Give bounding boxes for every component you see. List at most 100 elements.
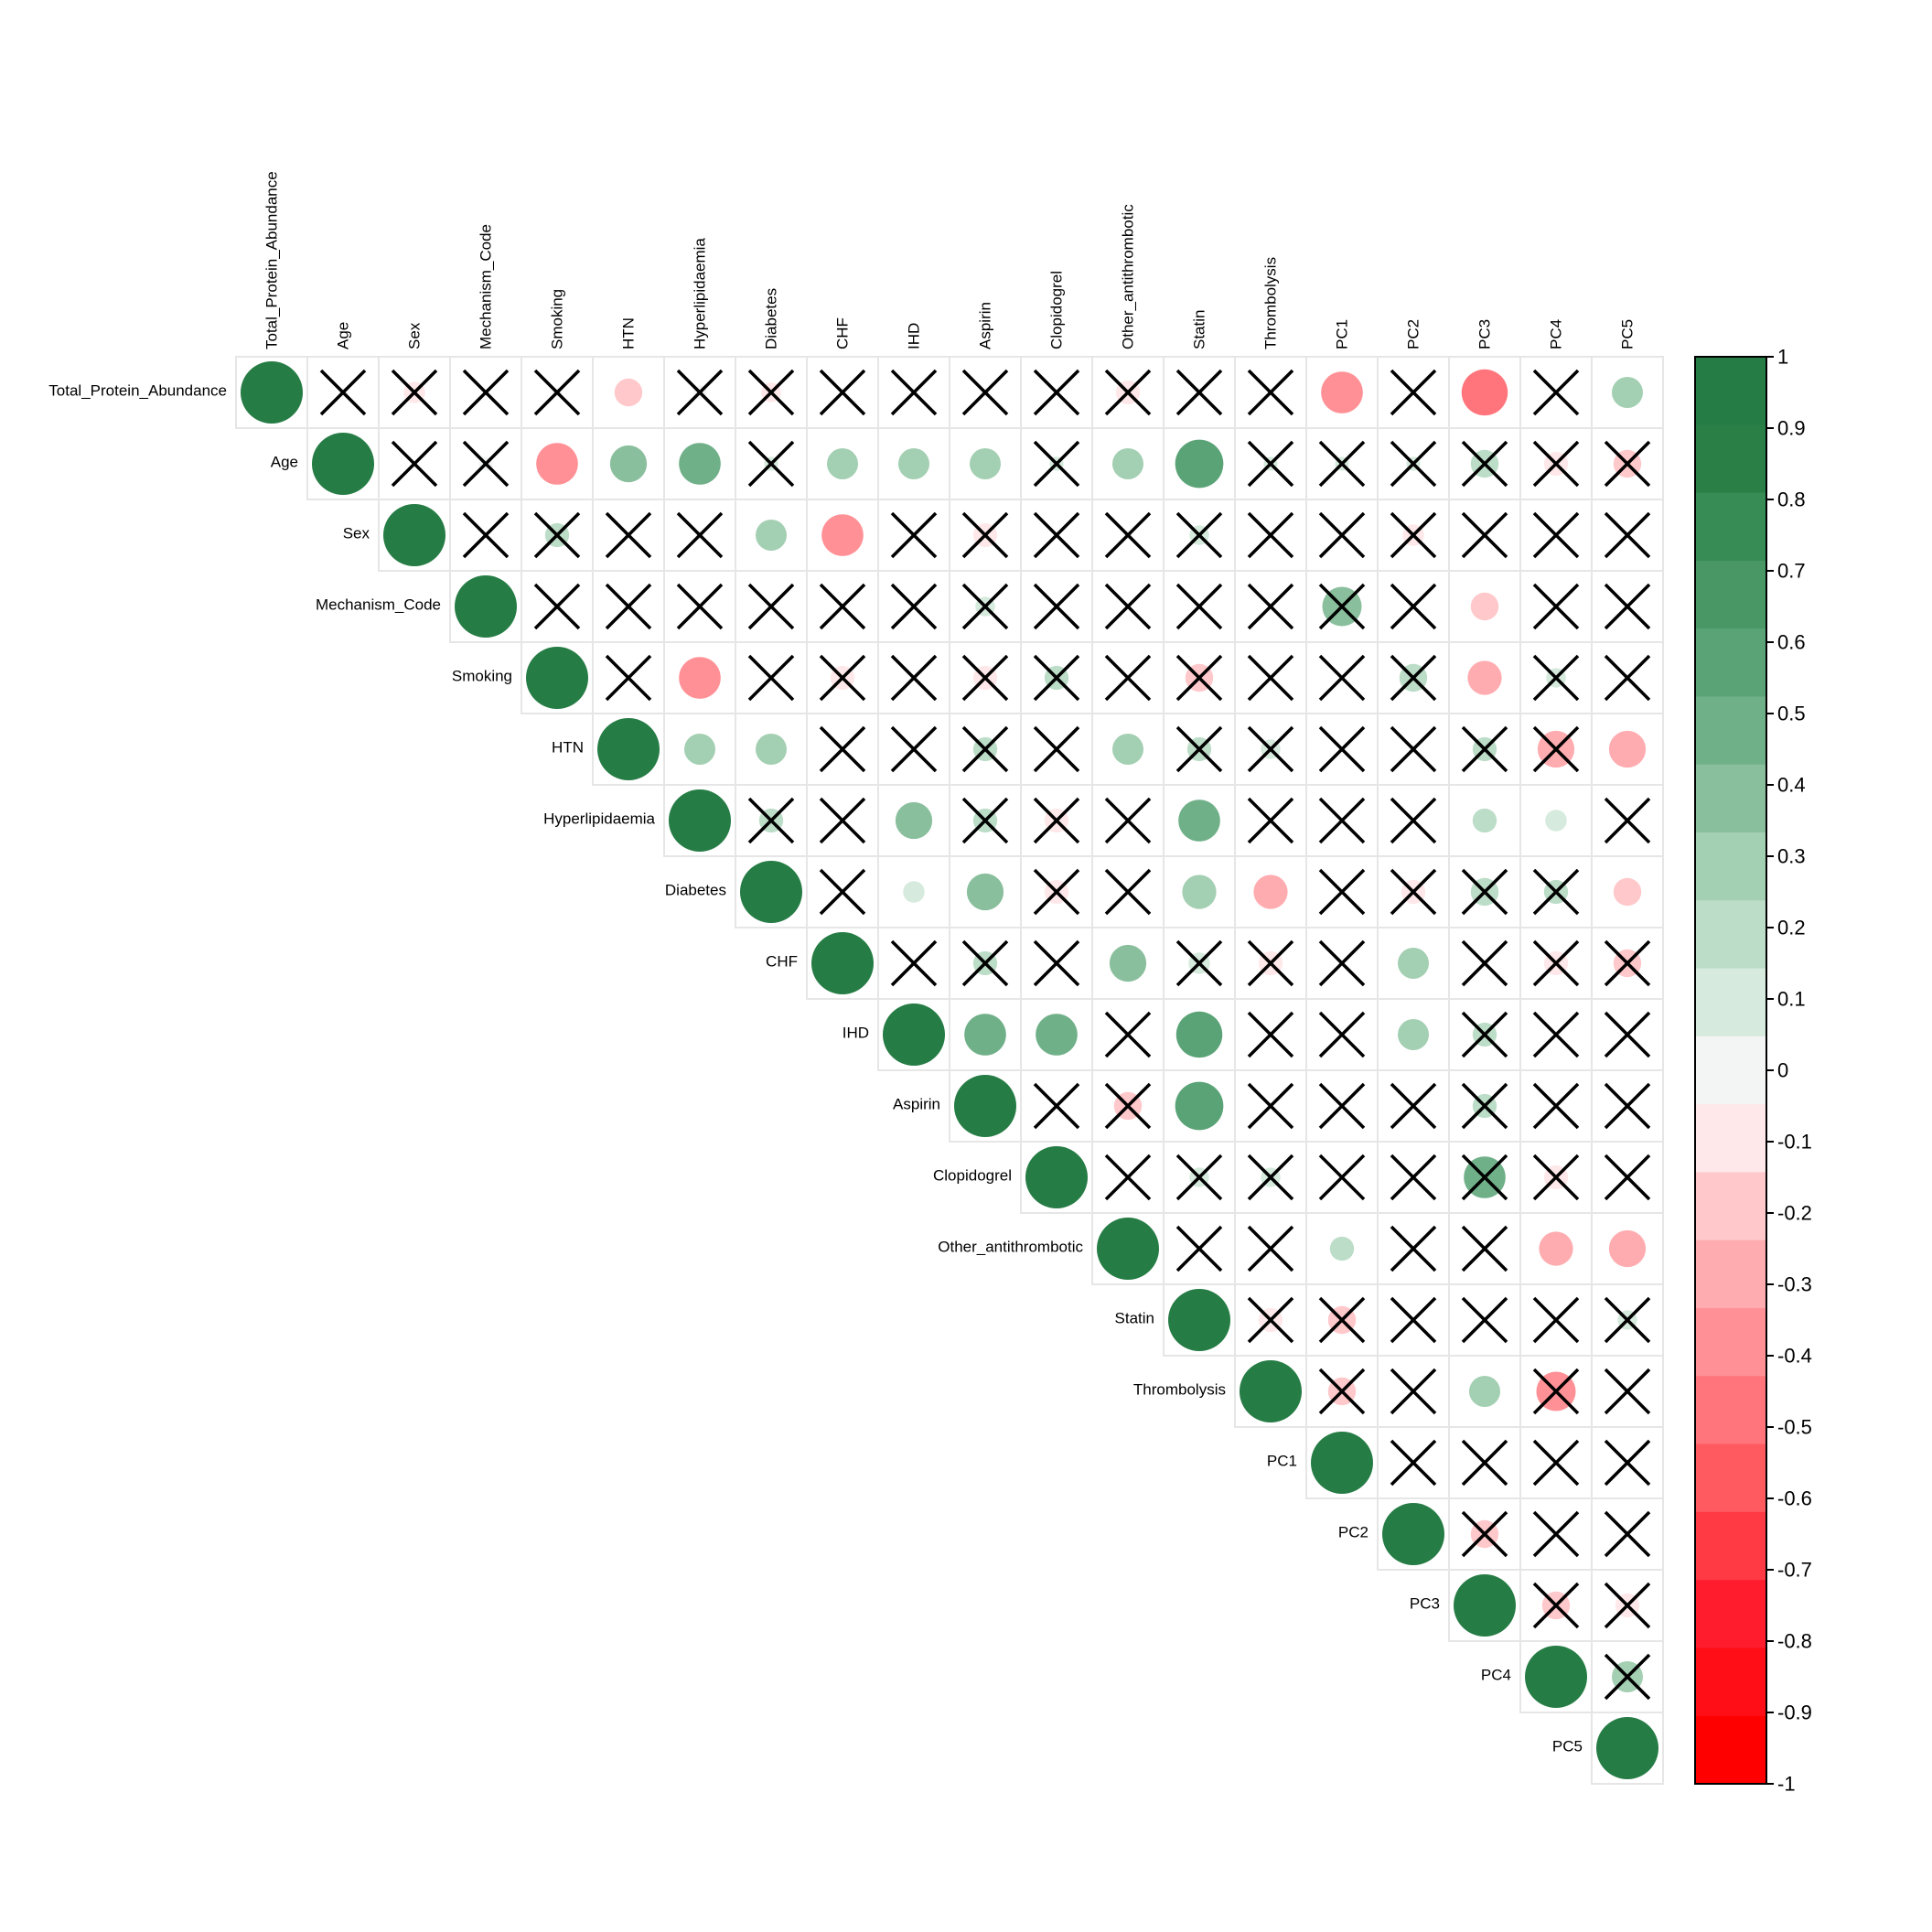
insignificant-cross bbox=[1104, 369, 1152, 416]
insignificant-cross bbox=[961, 939, 1009, 987]
insignificant-cross bbox=[961, 725, 1009, 773]
correlation-circle bbox=[1112, 448, 1143, 479]
correlation-circle bbox=[614, 378, 643, 407]
insignificant-cross bbox=[533, 369, 581, 416]
column-label: Diabetes bbox=[763, 288, 780, 349]
correlation-circle bbox=[1240, 1360, 1302, 1422]
insignificant-cross bbox=[1604, 1082, 1651, 1130]
insignificant-cross bbox=[1390, 583, 1437, 630]
insignificant-cross bbox=[1247, 1011, 1294, 1058]
column-label: Mechanism_Code bbox=[478, 224, 495, 349]
insignificant-cross bbox=[1532, 1368, 1580, 1415]
column-label: Statin bbox=[1191, 310, 1208, 349]
colorbar-segment bbox=[1695, 696, 1766, 766]
insignificant-cross bbox=[890, 583, 938, 630]
grid-cell bbox=[1234, 927, 1307, 1000]
insignificant-cross bbox=[747, 797, 795, 844]
colorbar-segment bbox=[1695, 492, 1766, 562]
correlation-circle bbox=[679, 443, 721, 485]
insignificant-cross bbox=[1390, 369, 1437, 416]
column-label: Smoking bbox=[549, 289, 566, 349]
colorbar-tick-label: 0.8 bbox=[1777, 488, 1806, 511]
insignificant-cross bbox=[961, 511, 1009, 559]
insignificant-cross bbox=[1461, 1011, 1508, 1058]
row-label: Thrombolysis bbox=[1133, 1381, 1226, 1399]
correlation-circle bbox=[1382, 1503, 1444, 1565]
insignificant-cross bbox=[747, 440, 795, 488]
column-label: PC3 bbox=[1476, 319, 1494, 349]
insignificant-cross bbox=[1247, 583, 1294, 630]
insignificant-cross bbox=[1390, 654, 1437, 702]
insignificant-cross bbox=[1033, 797, 1080, 844]
insignificant-cross bbox=[1033, 583, 1080, 630]
colorbar-segment bbox=[1695, 1511, 1766, 1581]
correlation-circle bbox=[1175, 1011, 1223, 1058]
insignificant-cross bbox=[1247, 654, 1294, 702]
insignificant-cross bbox=[1175, 583, 1223, 630]
insignificant-cross bbox=[1318, 440, 1366, 488]
insignificant-cross bbox=[1461, 868, 1508, 916]
insignificant-cross bbox=[1033, 369, 1080, 416]
colorbar-segment bbox=[1695, 1308, 1766, 1377]
colorbar-tick-label: -0.3 bbox=[1777, 1273, 1812, 1296]
insignificant-cross bbox=[1104, 1011, 1152, 1058]
insignificant-cross bbox=[1532, 1582, 1580, 1629]
colorbar-segment bbox=[1695, 900, 1766, 970]
insignificant-cross bbox=[1532, 1154, 1580, 1201]
colorbar-tick-label: 0.7 bbox=[1777, 560, 1806, 583]
row-label: Other_antithrombotic bbox=[938, 1239, 1083, 1256]
row-label: Sex bbox=[343, 525, 370, 542]
insignificant-cross bbox=[1247, 369, 1294, 416]
insignificant-cross bbox=[1390, 1225, 1437, 1272]
column-label: Aspirin bbox=[977, 302, 994, 349]
colorbar-tick-label: -0.7 bbox=[1777, 1559, 1812, 1582]
insignificant-cross bbox=[533, 511, 581, 559]
correlation-circle bbox=[1612, 377, 1643, 408]
correlation-circle bbox=[1398, 1019, 1429, 1050]
insignificant-cross bbox=[1461, 1296, 1508, 1344]
insignificant-cross bbox=[1175, 939, 1223, 987]
insignificant-cross bbox=[1175, 511, 1223, 559]
row-label: Diabetes bbox=[665, 882, 726, 899]
insignificant-cross bbox=[1390, 1368, 1437, 1415]
insignificant-cross bbox=[391, 440, 438, 488]
insignificant-cross bbox=[1318, 797, 1366, 844]
correlation-circle bbox=[1539, 1231, 1573, 1266]
insignificant-cross bbox=[1532, 868, 1580, 916]
colorbar-segment bbox=[1695, 357, 1766, 425]
insignificant-cross bbox=[1604, 1653, 1651, 1701]
colorbar-segment bbox=[1695, 1648, 1766, 1717]
insignificant-cross bbox=[1104, 654, 1152, 702]
column-label: PC4 bbox=[1548, 319, 1565, 349]
correlation-circle bbox=[964, 1014, 1006, 1056]
insignificant-cross bbox=[1532, 654, 1580, 702]
colorbar-tick-label: -0.4 bbox=[1777, 1345, 1812, 1368]
insignificant-cross bbox=[1318, 1011, 1366, 1058]
insignificant-cross bbox=[1532, 583, 1580, 630]
insignificant-cross bbox=[1604, 1011, 1651, 1058]
correlation-circle bbox=[970, 448, 1001, 479]
correlation-circle bbox=[1472, 808, 1497, 833]
insignificant-cross bbox=[1247, 511, 1294, 559]
correlation-circle bbox=[1175, 1081, 1224, 1131]
row-label: Hyperlipidaemia bbox=[543, 810, 655, 828]
column-label: Hyperlipidaemia bbox=[692, 238, 709, 349]
correlation-circle bbox=[312, 433, 374, 495]
grid-cell bbox=[806, 855, 879, 928]
insignificant-cross bbox=[1390, 1154, 1437, 1201]
insignificant-cross bbox=[1604, 511, 1651, 559]
row-label: PC5 bbox=[1552, 1738, 1583, 1755]
insignificant-cross bbox=[819, 583, 866, 630]
insignificant-cross bbox=[1104, 583, 1152, 630]
insignificant-cross bbox=[961, 583, 1009, 630]
correlation-circle bbox=[1525, 1646, 1587, 1708]
matrix-marks bbox=[241, 361, 1658, 1779]
insignificant-cross bbox=[819, 797, 866, 844]
correlation-circle bbox=[597, 718, 660, 780]
insignificant-cross bbox=[961, 369, 1009, 416]
colorbar-tick-label: 0.5 bbox=[1777, 703, 1806, 725]
insignificant-cross bbox=[1461, 1154, 1508, 1201]
insignificant-cross bbox=[747, 654, 795, 702]
correlation-circle bbox=[895, 801, 933, 840]
row-label: Clopidogrel bbox=[933, 1167, 1012, 1185]
